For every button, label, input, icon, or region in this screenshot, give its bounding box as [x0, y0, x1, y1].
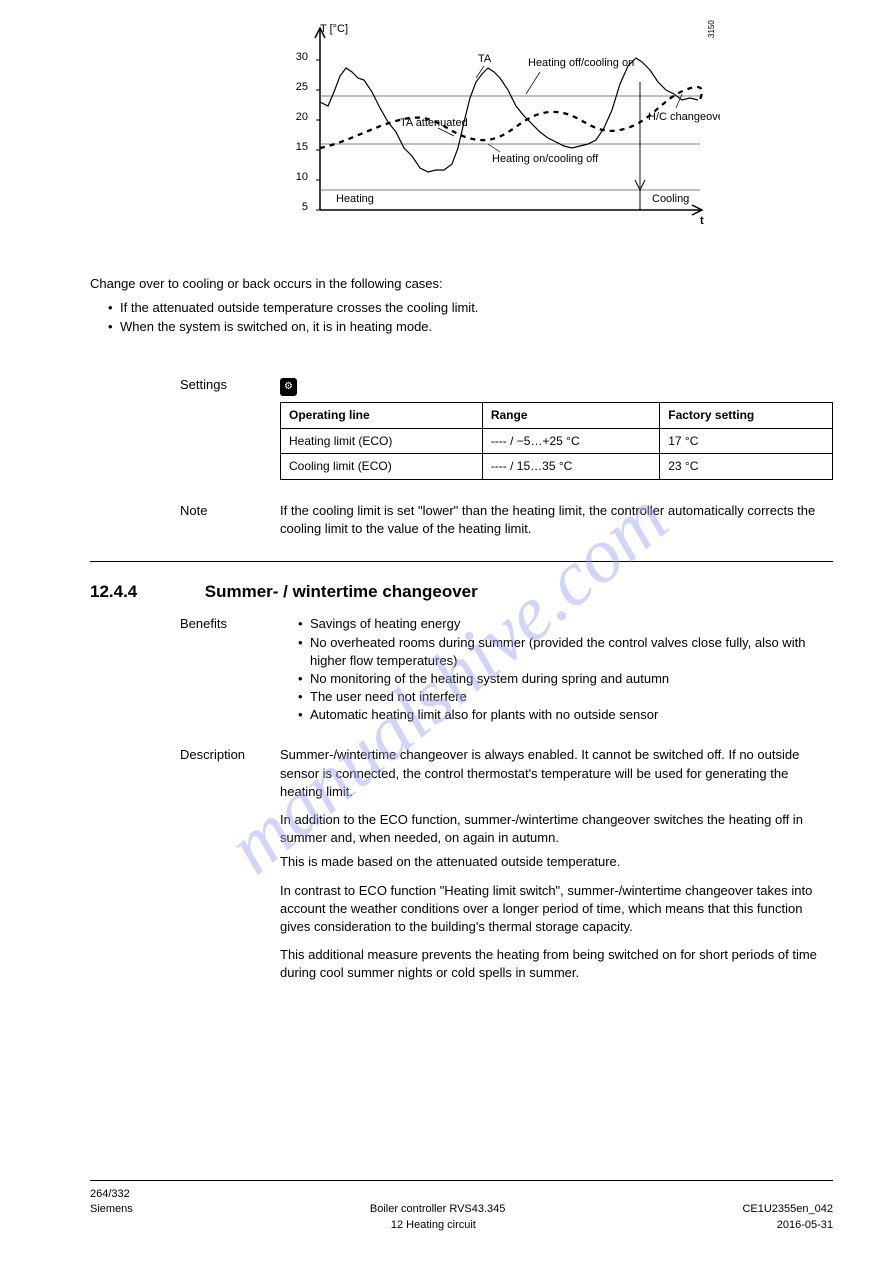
description-para: This is made based on the attenuated out…	[280, 853, 833, 871]
section-title: Summer- / wintertime changeover	[205, 582, 478, 601]
benefit-item: Savings of heating energy	[298, 615, 833, 633]
benefit-item: No overheated rooms during summer (provi…	[298, 634, 833, 670]
chart-annotations: TA Heating off/cooling on TA attenuated …	[336, 53, 720, 227]
intro-text: Change over to cooling or back occurs in…	[90, 275, 833, 293]
svg-text:TA: TA	[478, 53, 492, 65]
bullet-1: If the attenuated outside temperature cr…	[108, 299, 833, 317]
svg-text:t: t	[700, 215, 704, 227]
svg-text:5: 5	[302, 201, 308, 213]
svg-text:Cooling: Cooling	[652, 193, 689, 205]
benefits-label: Benefits	[180, 615, 227, 633]
section-heading: 12.4.4 Summer- / wintertime changeover	[90, 580, 833, 604]
svg-text:10: 10	[296, 171, 308, 183]
svg-text:Heating off/cooling on: Heating off/cooling on	[528, 57, 634, 69]
y-ticks: 5 10 15 20 25 30	[296, 51, 308, 213]
svg-text:20: 20	[296, 111, 308, 123]
footer-doc-title: Boiler controller RVS43.345	[370, 1202, 506, 1217]
note-text: If the cooling limit is set "lower" than…	[280, 502, 833, 538]
svg-text:H/C changeover: H/C changeover	[648, 111, 720, 123]
key-icon	[280, 378, 297, 396]
svg-text:Heating on/cooling off: Heating on/cooling off	[492, 153, 599, 165]
description-label: Description	[180, 746, 245, 764]
settings-label: Settings	[180, 376, 227, 394]
table-row: Heating limit (ECO) ---- / −5…+25 °C 17 …	[281, 428, 833, 454]
axis-y-label: T [°C]	[320, 23, 348, 35]
svg-text:25: 25	[296, 81, 308, 93]
benefit-item: The user need not interfere	[298, 688, 833, 706]
chart-code: 3150D13de	[707, 20, 716, 38]
bullet-2: When the system is switched on, it is in…	[108, 318, 833, 336]
description-para: Summer-/wintertime changeover is always …	[280, 746, 833, 801]
settings-col-2: Range	[482, 402, 659, 428]
description-para: In contrast to ECO function "Heating lim…	[280, 882, 833, 937]
footer-doc-code: CE1U2355en_042	[742, 1202, 833, 1217]
description-para: This additional measure prevents the hea…	[280, 946, 833, 982]
svg-text:Heating: Heating	[336, 193, 374, 205]
footer-date: 2016-05-31	[777, 1218, 833, 1233]
description-para: In addition to the ECO function, summer-…	[280, 811, 833, 847]
hc-changeover-chart: T [°C] 5 10 15 20 25 30	[280, 20, 833, 245]
benefit-item: Automatic heating limit also for plants …	[298, 706, 833, 724]
benefit-item: No monitoring of the heating system duri…	[298, 670, 833, 688]
settings-col-3: Factory setting	[660, 402, 833, 428]
section-number: 12.4.4	[90, 580, 200, 604]
settings-table: Operating line Range Factory setting Hea…	[280, 402, 833, 480]
footer-pagenum: 264/332	[90, 1187, 130, 1202]
svg-text:15: 15	[296, 141, 308, 153]
footer-brand: Siemens	[90, 1202, 133, 1217]
svg-text:30: 30	[296, 51, 308, 63]
svg-text:TA attenuated: TA attenuated	[400, 117, 468, 129]
note-label: Note	[180, 502, 207, 520]
table-row: Cooling limit (ECO) ---- / 15…35 °C 23 °…	[281, 454, 833, 480]
settings-col-1: Operating line	[281, 402, 483, 428]
page-footer: 264/332 Siemens Boiler controller RVS43.…	[90, 1180, 833, 1233]
section-divider	[90, 561, 833, 562]
footer-chapter: 12 Heating circuit	[391, 1218, 476, 1233]
